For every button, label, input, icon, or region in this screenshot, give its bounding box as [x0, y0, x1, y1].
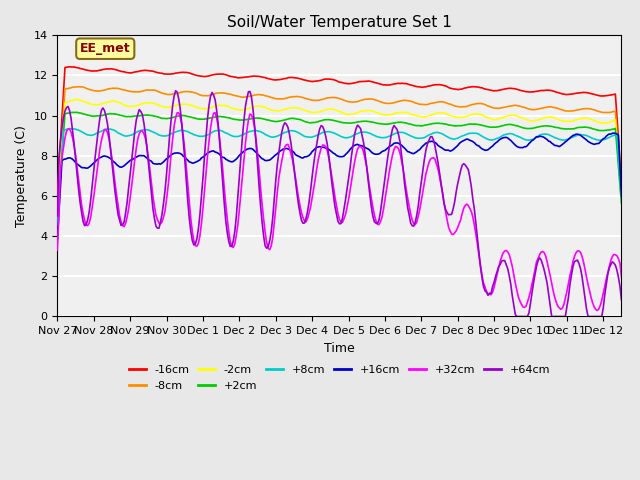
Title: Soil/Water Temperature Set 1: Soil/Water Temperature Set 1: [227, 15, 452, 30]
Y-axis label: Temperature (C): Temperature (C): [15, 125, 28, 227]
Text: EE_met: EE_met: [80, 42, 131, 55]
Legend: -16cm, -8cm, -2cm, +2cm, +8cm, +16cm, +32cm, +64cm: -16cm, -8cm, -2cm, +2cm, +8cm, +16cm, +3…: [124, 361, 554, 395]
X-axis label: Time: Time: [324, 342, 355, 355]
